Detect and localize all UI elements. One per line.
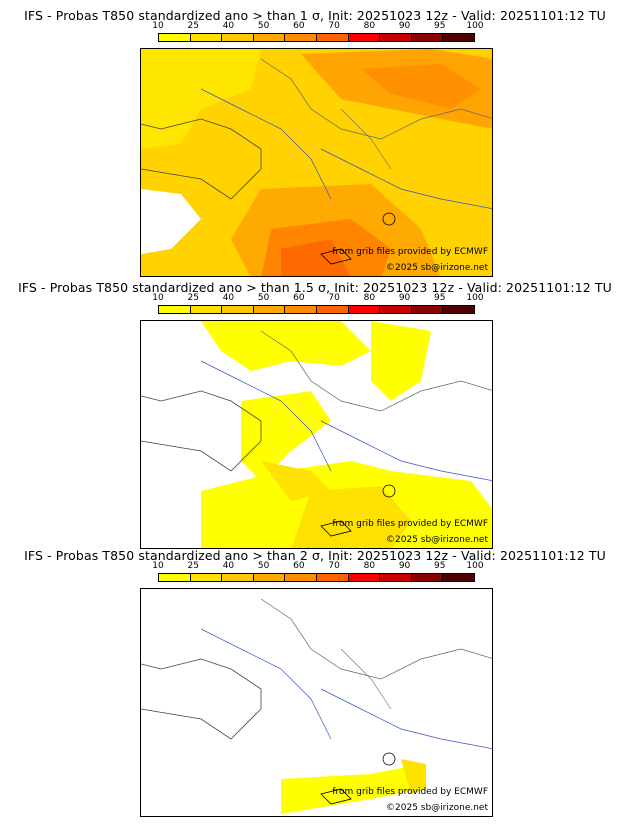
- colorbar-segment: [443, 34, 474, 41]
- colorbar-segment: [253, 34, 286, 41]
- probability-map: from grib files provided by ECMWF ©2025 …: [140, 588, 493, 817]
- colorbar-tick-label: 95: [434, 293, 446, 303]
- colorbar-tick-label: 90: [398, 561, 411, 571]
- colorbar-segment: [380, 34, 412, 41]
- colorbar-segment: [411, 574, 444, 581]
- colorbar-segment: [222, 306, 254, 313]
- colorbar-segment: [159, 574, 191, 581]
- colorbar-segment: [159, 34, 191, 41]
- map-drawing: [141, 321, 492, 548]
- colorbar-segment: [443, 306, 474, 313]
- colorbar-segment: [380, 306, 412, 313]
- panel-title: IFS - Probas T850 standardized ano > tha…: [24, 548, 606, 563]
- colorbar-tick-label: 40: [222, 293, 235, 303]
- colorbar-segment: [285, 574, 317, 581]
- credit-source: from grib files provided by ECMWF: [332, 787, 488, 797]
- probability-map: from grib files provided by ECMWF ©2025 …: [140, 320, 493, 549]
- colorbar-tick-label: 40: [222, 561, 235, 571]
- colorbar-segment: [190, 306, 223, 313]
- colorbar-tick-label: 50: [257, 561, 270, 571]
- colorbar-segment: [380, 574, 412, 581]
- colorbar-tick-label: 60: [293, 21, 305, 31]
- colorbar-tick-label: 70: [328, 561, 340, 571]
- colorbar: [158, 573, 475, 582]
- credit-copyright: ©2025 sb@irizone.net: [386, 263, 488, 273]
- credit-source: from grib files provided by ECMWF: [332, 247, 488, 257]
- colorbar-segment: [222, 34, 254, 41]
- panel-title: IFS - Probas T850 standardized ano > tha…: [24, 8, 606, 23]
- colorbar-tick-label: 70: [328, 21, 340, 31]
- colorbar-tick-label: 10: [152, 561, 164, 571]
- colorbar-segment: [316, 574, 349, 581]
- colorbar-segment: [348, 574, 381, 581]
- map-panel-1: IFS - Probas T850 standardized ano > tha…: [0, 0, 630, 283]
- colorbar-segment: [285, 34, 317, 41]
- panel-title: IFS - Probas T850 standardized ano > tha…: [18, 280, 612, 295]
- map-drawing: [141, 49, 492, 276]
- map-panel-3: IFS - Probas T850 standardized ano > tha…: [0, 540, 630, 825]
- colorbar-labels: 10 25 40 50 60 70 80 90 95 100: [152, 293, 483, 305]
- colorbar-segment: [253, 306, 286, 313]
- map-drawing: [141, 589, 492, 816]
- colorbar-segment: [348, 306, 381, 313]
- map-panel-2: IFS - Probas T850 standardized ano > tha…: [0, 272, 630, 549]
- colorbar-segment: [316, 306, 349, 313]
- colorbar-segment: [190, 34, 223, 41]
- colorbar-segment: [348, 34, 381, 41]
- colorbar-tick-label: 100: [466, 561, 484, 571]
- colorbar-tick-label: 50: [257, 21, 270, 31]
- colorbar-segment: [411, 306, 444, 313]
- colorbar-labels: 10 25 40 50 60 70 80 90 95 100: [152, 21, 483, 33]
- colorbar-segment: [285, 306, 317, 313]
- colorbar-tick-label: 80: [363, 561, 376, 571]
- colorbar-tick-label: 25: [187, 21, 199, 31]
- colorbar-tick-label: 100: [466, 293, 484, 303]
- colorbar-tick-label: 100: [466, 21, 484, 31]
- colorbar-tick-label: 25: [187, 561, 199, 571]
- colorbar-tick-label: 95: [434, 21, 446, 31]
- colorbar: [158, 33, 475, 42]
- credit-copyright: ©2025 sb@irizone.net: [386, 535, 488, 545]
- colorbar-segment: [190, 574, 223, 581]
- colorbar-segment: [411, 34, 444, 41]
- colorbar-labels: 10 25 40 50 60 70 80 90 95 100: [152, 561, 483, 573]
- colorbar-tick-label: 80: [363, 21, 376, 31]
- colorbar-segment: [316, 34, 349, 41]
- colorbar-tick-label: 90: [398, 21, 411, 31]
- colorbar-tick-label: 10: [152, 21, 164, 31]
- colorbar-tick-label: 80: [363, 293, 376, 303]
- colorbar-tick-label: 40: [222, 21, 235, 31]
- colorbar-tick-label: 60: [293, 561, 305, 571]
- colorbar-tick-label: 90: [398, 293, 411, 303]
- colorbar-segment: [443, 574, 474, 581]
- credit-source: from grib files provided by ECMWF: [332, 519, 488, 529]
- colorbar-segment: [253, 574, 286, 581]
- probability-map: from grib files provided by ECMWF ©2025 …: [140, 48, 493, 277]
- colorbar-tick-label: 25: [187, 293, 199, 303]
- credit-copyright: ©2025 sb@irizone.net: [386, 803, 488, 813]
- colorbar: [158, 305, 475, 314]
- colorbar-tick-label: 60: [293, 293, 305, 303]
- colorbar-tick-label: 50: [257, 293, 270, 303]
- colorbar-segment: [222, 574, 254, 581]
- colorbar-tick-label: 70: [328, 293, 340, 303]
- colorbar-tick-label: 95: [434, 561, 446, 571]
- colorbar-tick-label: 10: [152, 293, 164, 303]
- colorbar-segment: [159, 306, 191, 313]
